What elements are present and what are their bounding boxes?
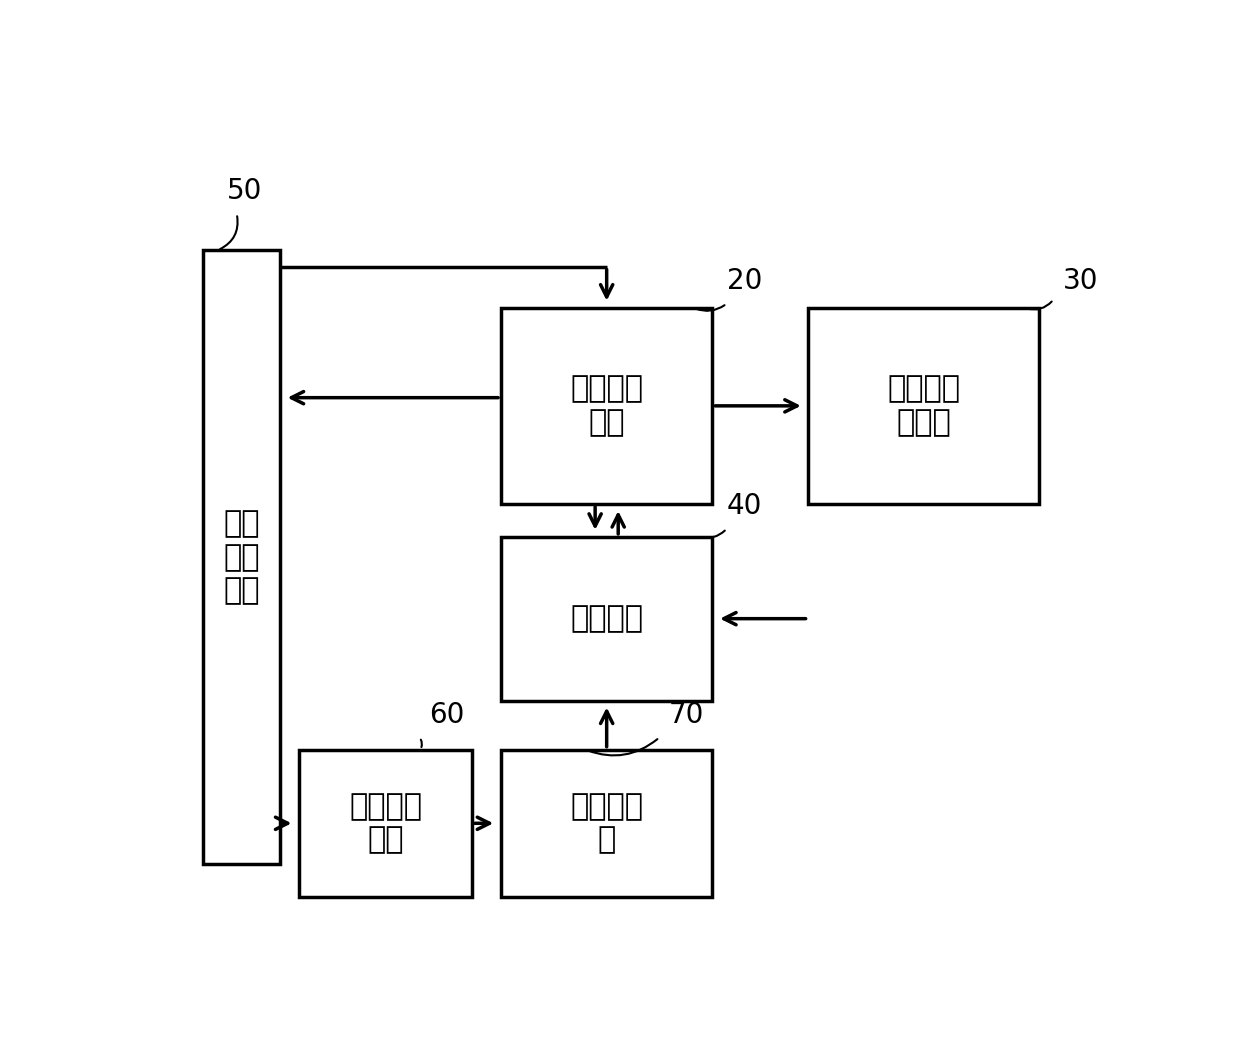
Text: 50: 50 [227, 178, 263, 205]
Bar [299, 749, 472, 897]
Bar [501, 537, 712, 701]
Text: 参数解压
缩单元: 参数解压 缩单元 [888, 374, 960, 437]
Text: 20: 20 [727, 268, 763, 296]
Text: 参数存储
单元: 参数存储 单元 [570, 374, 644, 437]
Text: 指令缓存
单元: 指令缓存 单元 [350, 792, 422, 855]
Text: 70: 70 [670, 702, 704, 729]
Text: 运算单元: 运算单元 [570, 604, 644, 634]
Bar [501, 749, 712, 897]
Bar [203, 250, 280, 864]
Text: 60: 60 [429, 702, 464, 729]
Text: 30: 30 [1063, 268, 1099, 296]
Bar [808, 307, 1039, 504]
Text: 40: 40 [727, 492, 763, 521]
Text: 内存
访问
单元: 内存 访问 单元 [223, 509, 259, 605]
Bar [501, 307, 712, 504]
Text: 控制器单
元: 控制器单 元 [570, 792, 644, 855]
